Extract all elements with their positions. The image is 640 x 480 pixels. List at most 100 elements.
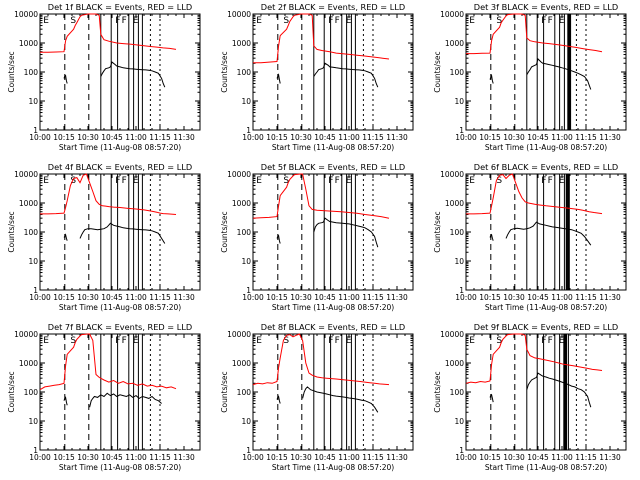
y-tick-label: 100 [237, 228, 252, 237]
x-tick-label: 11:30 [173, 133, 195, 142]
x-tick-label: 11:15 [362, 453, 384, 462]
interval-marker: F [328, 336, 333, 346]
interval-marker: E [346, 336, 352, 346]
interval-marker: E [559, 336, 565, 346]
y-tick-label: 1 [459, 126, 464, 135]
y-tick-label: 10000 [14, 10, 38, 19]
y-tick-label: 1 [33, 126, 38, 135]
y-axis-label: Counts/sec [220, 51, 229, 92]
x-tick-label: 10:15 [266, 293, 288, 302]
y-tick-label: 100 [237, 388, 252, 397]
chart-title: Det 2f BLACK = Events, RED = LLD [261, 2, 405, 12]
x-axis-label: Start Time (11-Aug-08 08:57:20) [272, 463, 394, 472]
y-tick-label: 1 [246, 446, 251, 455]
y-tick-label: 1000 [445, 199, 464, 208]
y-tick-label: 10 [454, 257, 464, 266]
y-tick-label: 10 [28, 417, 38, 426]
x-tick-label: 10:00 [29, 293, 51, 302]
series-line-red [39, 333, 177, 391]
x-axis-label: Start Time (11-Aug-08 08:57:20) [59, 143, 181, 152]
y-tick-label: 100 [450, 388, 465, 397]
x-tick-label: 10:00 [242, 293, 264, 302]
interval-marker: F [335, 176, 340, 186]
y-tick-label: 1 [33, 446, 38, 455]
interval-marker: E [43, 336, 49, 346]
chart-title: Det 5f BLACK = Events, RED = LLD [261, 162, 405, 172]
series-line-black [489, 221, 592, 246]
interval-marker: F [548, 176, 553, 186]
series-line-black [276, 386, 379, 413]
interval-marker: S [70, 16, 76, 26]
x-tick-label: 11:15 [149, 453, 171, 462]
interval-marker: E [133, 176, 139, 186]
y-tick-label: 100 [450, 228, 465, 237]
interval-marker: E [256, 16, 262, 26]
interval-marker: F [548, 336, 553, 346]
y-tick-label: 1 [459, 286, 464, 295]
interval-marker: S [496, 176, 502, 186]
x-axis-label: Start Time (11-Aug-08 08:57:20) [59, 463, 181, 472]
interval-marker: S [283, 336, 289, 346]
y-tick-label: 1 [246, 286, 251, 295]
chart-title: Det 1f BLACK = Events, RED = LLD [48, 2, 192, 12]
chart-title: Det 3f BLACK = Events, RED = LLD [474, 2, 618, 12]
series-line-red [252, 333, 390, 386]
x-tick-label: 11:00 [125, 453, 147, 462]
series-line-black [63, 392, 162, 408]
interval-marker: F [548, 16, 553, 26]
series-line-red [252, 173, 390, 219]
y-tick-label: 10 [28, 97, 38, 106]
y-tick-label: 100 [450, 68, 465, 77]
x-tick-label: 10:45 [527, 293, 549, 302]
interval-marker: E [133, 336, 139, 346]
plot-frame [39, 333, 201, 451]
interval-marker: E [559, 176, 565, 186]
x-tick-label: 10:45 [314, 453, 336, 462]
plot-frame [252, 13, 414, 131]
series-line-red [253, 13, 390, 64]
x-tick-label: 10:30 [77, 293, 99, 302]
y-tick-label: 10000 [14, 330, 38, 339]
interval-marker: E [256, 176, 262, 186]
chart-panel-7: Det 7f BLACK = Events, RED = LLD 1 10 100 10… [7, 322, 201, 472]
x-tick-label: 10:30 [503, 293, 525, 302]
y-axis-label: Counts/sec [433, 371, 442, 412]
x-tick-label: 11:15 [149, 133, 171, 142]
x-tick-label: 11:15 [575, 133, 597, 142]
interval-marker: E [469, 16, 475, 26]
x-tick-label: 10:00 [455, 293, 477, 302]
y-tick-label: 1 [246, 126, 251, 135]
x-tick-label: 10:00 [242, 133, 264, 142]
chart-panel-9: Det 9f BLACK = Events, RED = LLD 1 10 100 10… [433, 322, 627, 472]
interval-marker: E [346, 176, 352, 186]
y-tick-label: 1000 [19, 39, 38, 48]
x-tick-label: 10:45 [314, 293, 336, 302]
interval-marker: F [328, 16, 333, 26]
chart-panel-3: Det 3f BLACK = Events, RED = LLD 1 10 100 10… [433, 2, 627, 152]
x-axis-label: Start Time (11-Aug-08 08:57:20) [272, 143, 394, 152]
x-tick-label: 10:30 [77, 133, 99, 142]
x-axis-label: Start Time (11-Aug-08 08:57:20) [485, 463, 607, 472]
x-tick-label: 10:15 [53, 453, 75, 462]
x-axis-label: Start Time (11-Aug-08 08:57:20) [485, 143, 607, 152]
x-tick-label: 11:30 [386, 453, 408, 462]
y-tick-label: 10 [241, 257, 251, 266]
interval-marker: F [122, 176, 127, 186]
interval-marker: F [115, 176, 120, 186]
y-axis-label: Counts/sec [7, 371, 16, 412]
y-tick-label: 100 [24, 388, 39, 397]
x-tick-label: 11:30 [173, 453, 195, 462]
chart-panel-6: Det 6f BLACK = Events, RED = LLD 1 10 100 10… [433, 162, 627, 312]
series-line-black [63, 61, 166, 88]
chart-panel-1: Det 1f BLACK = Events, RED = LLD 1 10 100 10… [7, 2, 201, 152]
x-tick-label: 10:15 [266, 453, 288, 462]
interval-marker: E [43, 176, 49, 186]
interval-marker: F [541, 336, 546, 346]
chart-title: Det 9f BLACK = Events, RED = LLD [474, 322, 618, 332]
interval-marker: F [115, 16, 120, 26]
y-tick-label: 1000 [232, 199, 251, 208]
y-tick-label: 1 [33, 286, 38, 295]
y-tick-label: 1000 [445, 359, 464, 368]
x-tick-label: 11:30 [599, 293, 621, 302]
x-tick-label: 10:00 [455, 133, 477, 142]
